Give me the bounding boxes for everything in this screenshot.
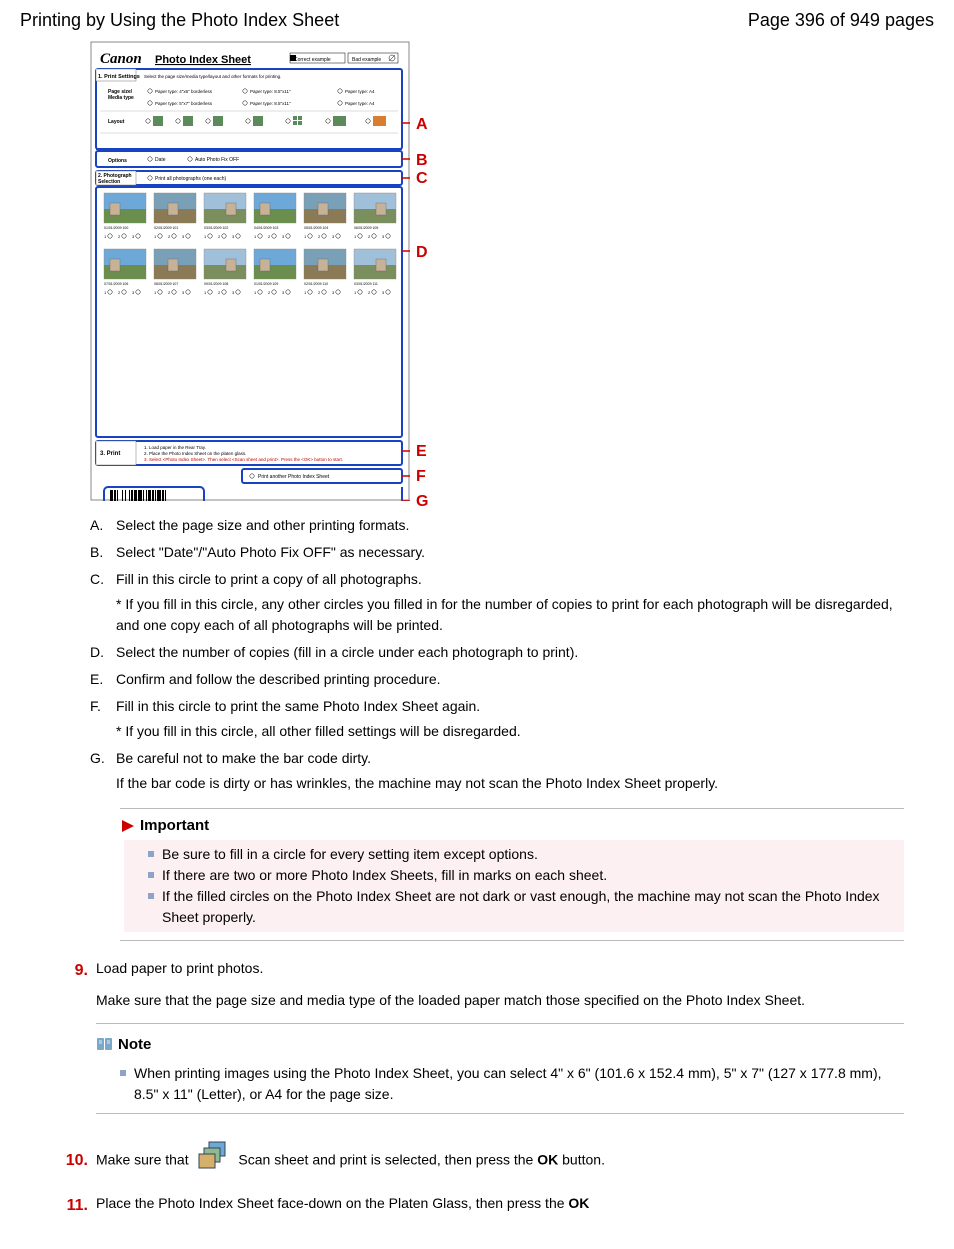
abc-subtext: If the bar code is dirty or has wrinkles… — [116, 773, 904, 794]
abc-item: A.Select the page size and other printin… — [90, 515, 904, 536]
abc-label: A. — [90, 515, 116, 536]
sheet-title: Photo Index Sheet — [155, 54, 251, 66]
step-10-pre: Make sure that — [96, 1152, 193, 1168]
svg-text:Paper type: A4: Paper type: A4 — [345, 101, 375, 106]
svg-text:Bad example: Bad example — [352, 57, 381, 63]
important-callout: Important Be sure to fill in a circle fo… — [120, 808, 904, 941]
figure-label-f: F — [416, 468, 426, 486]
svg-text:Paper type: 4"x6" borderless: Paper type: 4"x6" borderless — [155, 89, 213, 94]
note-heading: Note — [118, 1032, 151, 1058]
svg-text:04/01/2009 103: 04/01/2009 103 — [254, 226, 278, 230]
abc-text: Fill in this circle to print a copy of a… — [116, 569, 904, 636]
abc-item: D.Select the number of copies (fill in a… — [90, 642, 904, 663]
abc-label: B. — [90, 542, 116, 563]
abc-label: G. — [90, 748, 116, 794]
abc-label: D. — [90, 642, 116, 663]
note-callout: Note When printing images using the Phot… — [96, 1023, 904, 1115]
figure-label-c: C — [416, 170, 428, 188]
svg-text:Selection: Selection — [98, 179, 120, 185]
callout-item: If the filled circles on the Photo Index… — [148, 886, 900, 928]
abc-text: Select "Date"/"Auto Photo Fix OFF" as ne… — [116, 542, 904, 563]
doc-title: Printing by Using the Photo Index Sheet — [20, 10, 339, 31]
abc-subtext: * If you fill in this circle, all other … — [116, 721, 904, 742]
scan-sheet-icon — [195, 1140, 233, 1182]
abc-label: E. — [90, 669, 116, 690]
abc-subtext: * If you fill in this circle, any other … — [116, 594, 904, 636]
svg-text:02/01/2009 101: 02/01/2009 101 — [154, 226, 178, 230]
svg-text:Auto Photo Fix OFF: Auto Photo Fix OFF — [195, 157, 239, 163]
svg-text:1. Load paper in the Rear Tray: 1. Load paper in the Rear Tray. — [144, 445, 206, 450]
svg-text:3. Select <Photo Index Sheet>.: 3. Select <Photo Index Sheet>. Then sele… — [144, 457, 343, 462]
svg-text:Paper type: 8.5"x11": Paper type: 8.5"x11" — [250, 89, 291, 94]
svg-text:02/01/2009 110: 02/01/2009 110 — [304, 282, 328, 286]
svg-text:Layout: Layout — [108, 119, 125, 125]
note-icon — [96, 1037, 114, 1051]
abc-text: Fill in this circle to print the same Ph… — [116, 696, 904, 742]
svg-text:09/01/2009 108: 09/01/2009 108 — [204, 282, 228, 286]
svg-text:2. Place the Photo Index Sheet: 2. Place the Photo Index Sheet on the pl… — [144, 451, 246, 456]
svg-text:05/01/2009 104: 05/01/2009 104 — [304, 226, 328, 230]
step-11-number: 11. — [58, 1192, 88, 1219]
svg-text:Select the page size/media typ: Select the page size/media type/layout a… — [144, 74, 281, 79]
step-11-pre: Place the Photo Index Sheet face-down on… — [96, 1195, 568, 1211]
index-sheet-figure: Canon Photo Index Sheet Correct example … — [90, 41, 904, 501]
svg-text:3. Print: 3. Print — [100, 451, 120, 457]
abc-text: Be careful not to make the bar code dirt… — [116, 748, 904, 794]
abc-label: F. — [90, 696, 116, 742]
svg-text:Paper type: 8.5"x11": Paper type: 8.5"x11" — [250, 101, 291, 106]
abc-item: G.Be careful not to make the bar code di… — [90, 748, 904, 794]
step-10-number: 10. — [58, 1147, 88, 1174]
svg-text:Print another Photo Index Shee: Print another Photo Index Sheet — [258, 474, 330, 480]
svg-text:07/01/2009 106: 07/01/2009 106 — [104, 282, 128, 286]
abc-item: E.Confirm and follow the described print… — [90, 669, 904, 690]
ok-button-label-2: OK — [568, 1195, 589, 1211]
brand-text: Canon — [100, 51, 142, 67]
step-10-post: Scan sheet and print is selected, then p… — [238, 1152, 537, 1168]
step-9-title: Load paper to print photos. — [96, 957, 904, 981]
abc-text: Select the page size and other printing … — [116, 515, 904, 536]
svg-text:03/01/2009 102: 03/01/2009 102 — [204, 226, 228, 230]
figure-label-g: G — [416, 493, 428, 511]
ok-button-label-1: OK — [537, 1152, 558, 1168]
svg-text:01/01/2009 100: 01/01/2009 100 — [104, 226, 128, 230]
figure-label-d: D — [416, 244, 428, 262]
figure-label-b: B — [416, 152, 428, 170]
sheet-letter-column: A B C D E F G — [416, 41, 446, 501]
abc-text: Select the number of copies (fill in a c… — [116, 642, 904, 663]
svg-text:Paper type: 5"x7" borderless: Paper type: 5"x7" borderless — [155, 101, 213, 106]
callout-item: Be sure to fill in a circle for every se… — [148, 844, 900, 865]
abc-item: F.Fill in this circle to print the same … — [90, 696, 904, 742]
step-9: 9. Load paper to print photos. Make sure… — [58, 957, 904, 1130]
important-heading: Important — [140, 817, 209, 834]
step-11: 11. Place the Photo Index Sheet face-dow… — [58, 1192, 904, 1219]
figure-label-e: E — [416, 443, 427, 461]
figure-label-a: A — [416, 116, 428, 134]
svg-text:06/01/2009 105: 06/01/2009 105 — [354, 226, 378, 230]
step-10: 10. Make sure that Scan sheet and print … — [58, 1140, 904, 1182]
step-9-desc: Make sure that the page size and media t… — [96, 989, 904, 1013]
svg-text:Paper type: A4: Paper type: A4 — [345, 89, 375, 94]
abc-list: A.Select the page size and other printin… — [90, 515, 904, 794]
callout-item: When printing images using the Photo Ind… — [120, 1063, 904, 1105]
svg-text:Print all photographs (one eac: Print all photographs (one each) — [155, 176, 226, 182]
important-icon — [120, 818, 136, 834]
svg-text:03/01/2009 111: 03/01/2009 111 — [354, 282, 378, 286]
abc-label: C. — [90, 569, 116, 636]
callout-item: If there are two or more Photo Index She… — [148, 865, 900, 886]
svg-text:01/01/2009 109: 01/01/2009 109 — [254, 282, 278, 286]
step-9-number: 9. — [58, 957, 88, 984]
abc-item: B.Select "Date"/"Auto Photo Fix OFF" as … — [90, 542, 904, 563]
svg-text:Date: Date — [155, 157, 166, 163]
page-indicator: Page 396 of 949 pages — [748, 10, 934, 31]
svg-text:1. Print Settings: 1. Print Settings — [98, 74, 140, 80]
abc-item: C.Fill in this circle to print a copy of… — [90, 569, 904, 636]
index-sheet-svg: Canon Photo Index Sheet Correct example … — [90, 41, 410, 501]
step-10-tail: button. — [562, 1152, 605, 1168]
svg-text:08/01/2009 107: 08/01/2009 107 — [154, 282, 178, 286]
svg-text:Correct example: Correct example — [294, 57, 331, 63]
abc-text: Confirm and follow the described printin… — [116, 669, 904, 690]
svg-text:Media type: Media type — [108, 95, 134, 101]
svg-text:Options: Options — [108, 158, 127, 164]
